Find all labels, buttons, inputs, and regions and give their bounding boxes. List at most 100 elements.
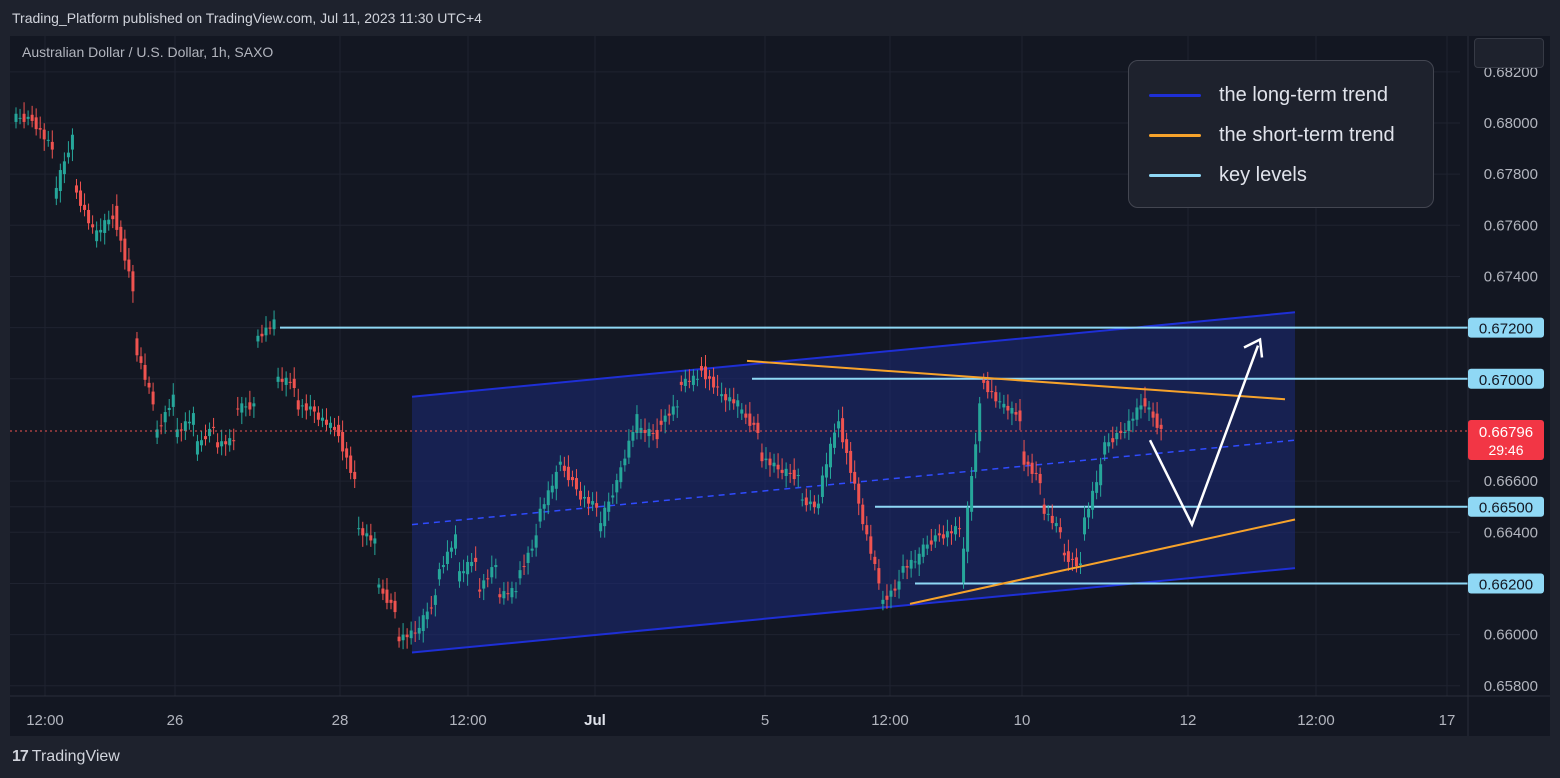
candle-body — [982, 379, 986, 383]
indicator-box[interactable] — [1474, 38, 1544, 68]
candle-body — [772, 462, 776, 467]
candle-body — [349, 455, 353, 473]
candle-body — [175, 429, 179, 438]
candle-body — [812, 501, 816, 508]
publish-info: Trading_Platform published on TradingVie… — [12, 10, 482, 26]
candle-body — [865, 525, 869, 535]
candle-body — [135, 338, 139, 356]
candle-body — [917, 553, 921, 565]
candle-body — [708, 376, 712, 379]
candle-body — [50, 141, 54, 150]
candle-body — [635, 414, 639, 434]
candle-body — [1123, 432, 1127, 433]
candle-body — [1042, 504, 1046, 514]
candle-body — [119, 226, 123, 241]
candle-body — [921, 544, 925, 557]
candle-body — [199, 440, 203, 446]
candle-body — [58, 170, 62, 192]
candle-body — [445, 551, 449, 564]
candle-body — [591, 501, 595, 505]
candle-body — [1083, 517, 1087, 535]
candle-body — [288, 381, 292, 383]
candle-body — [248, 402, 252, 410]
candle-body — [901, 566, 905, 573]
candle-body — [728, 397, 732, 402]
candle-body — [478, 589, 482, 592]
candle-body — [873, 556, 877, 564]
candle-body — [228, 438, 232, 446]
candle-body — [1034, 472, 1038, 474]
x-tick-label: 12:00 — [26, 712, 64, 729]
candle-body — [716, 386, 720, 388]
candle-body — [833, 432, 837, 448]
candle-body — [401, 634, 405, 641]
y-tick-label: 0.68200 — [1484, 64, 1538, 81]
candle-body — [159, 425, 163, 427]
candle-body — [155, 429, 159, 438]
candle-body — [530, 548, 534, 551]
candle-body — [284, 377, 288, 385]
candle-body — [373, 538, 377, 544]
candle-body — [570, 477, 574, 481]
key-level-badge-label: 0.66200 — [1479, 576, 1533, 593]
legend-label: key levels — [1219, 163, 1307, 186]
candle-body — [925, 544, 929, 549]
candle-body — [788, 472, 792, 474]
candle-body — [1002, 403, 1006, 408]
short-term-upper-line — [746, 359, 1286, 401]
candle-body — [1054, 523, 1058, 527]
candle-body — [1159, 424, 1163, 429]
candle-body — [111, 215, 115, 220]
candle-body — [191, 413, 195, 425]
candle-body — [498, 594, 502, 598]
candle-body — [966, 507, 970, 552]
candle-body — [466, 561, 470, 575]
candle-body — [905, 566, 909, 568]
candle-body — [18, 117, 22, 119]
candle-body — [776, 464, 780, 470]
candle-body — [66, 152, 70, 158]
candle-body — [429, 607, 433, 609]
candle-body — [1095, 482, 1099, 493]
candle-body — [703, 366, 707, 380]
y-tick-label: 0.67600 — [1484, 217, 1538, 234]
bar-countdown-label: 29:46 — [1488, 442, 1523, 458]
candle-body — [506, 593, 510, 595]
price-chart[interactable]: 0.68200 0.68000 0.67800 0.67600 0.67400 0.672… — [10, 36, 1550, 736]
candle-body — [353, 471, 357, 480]
candle-body — [820, 475, 824, 497]
candle-body — [462, 571, 466, 574]
candle-body — [792, 469, 796, 480]
candle-body — [1070, 558, 1074, 560]
candle-body — [115, 205, 119, 230]
candle-body — [554, 471, 558, 489]
y-tick-label: 0.68000 — [1484, 115, 1538, 132]
long-term-lower-line — [411, 567, 1296, 654]
candle-body — [748, 413, 752, 426]
candle-body — [14, 113, 18, 122]
candle-body — [143, 364, 147, 380]
y-tick-label: 0.67400 — [1484, 268, 1538, 285]
candle-body — [619, 467, 623, 483]
candle-body — [490, 567, 494, 578]
candle-body — [897, 581, 901, 590]
footer-branding[interactable]: 17 TradingView — [12, 748, 120, 766]
tradingview-logo-icon: 17 — [12, 748, 29, 765]
candle-body — [804, 497, 808, 506]
candle-body — [151, 391, 155, 405]
candle-body — [236, 408, 240, 410]
candle-body — [691, 375, 695, 385]
candle-body — [949, 531, 953, 534]
y-tick-label: 0.66600 — [1484, 473, 1538, 490]
candle-body — [280, 378, 284, 382]
candle-body — [385, 589, 389, 603]
candle-body — [216, 442, 220, 448]
key-level-badge — [1468, 317, 1544, 338]
candle-body — [1026, 461, 1030, 465]
candle-body — [1022, 451, 1026, 465]
candle-body — [736, 400, 740, 407]
candle-body — [333, 426, 337, 430]
candle-body — [720, 394, 724, 397]
candle-body — [38, 128, 42, 130]
candle-body — [538, 508, 542, 522]
